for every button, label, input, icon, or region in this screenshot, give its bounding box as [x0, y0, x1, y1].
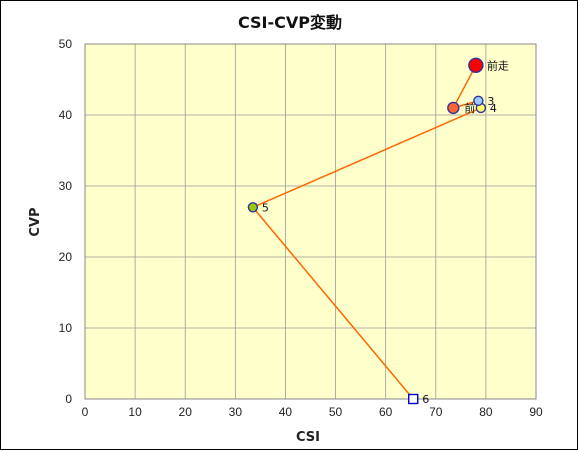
data-markers [247, 57, 487, 405]
y-tick-label: 30 [59, 179, 73, 193]
x-tick-label: 10 [128, 405, 142, 419]
point-label: 6 [422, 393, 429, 406]
x-tick-label: 40 [279, 405, 293, 419]
point-marker-5 [247, 202, 259, 213]
point-marker-前 [447, 101, 460, 115]
x-tick-label: 90 [529, 405, 543, 419]
plot-area [84, 43, 537, 400]
x-tick-label: 80 [479, 405, 493, 419]
x-tick-label: 0 [82, 405, 89, 419]
y-tick-label: 50 [59, 37, 73, 51]
x-tick-label: 70 [429, 405, 443, 419]
y-tick-label: 20 [59, 250, 73, 264]
x-tick-label: 60 [379, 405, 393, 419]
plot-border [84, 43, 537, 400]
point-marker-3 [473, 95, 484, 107]
y-tick-label: 10 [59, 321, 73, 335]
x-axis-label: CSI [296, 430, 320, 445]
y-axis-ticks: 0 10 20 30 40 50 [59, 37, 73, 406]
point-marker-前走 [468, 57, 484, 74]
x-tick-label: 50 [329, 405, 343, 419]
x-tick-label: 20 [179, 405, 193, 419]
y-tick-label: 0 [65, 392, 72, 406]
y-axis-label: CVP [28, 207, 43, 236]
point-label: 5 [262, 201, 269, 214]
plot-background [85, 44, 536, 399]
chart-title: CSI-CVP変動 [238, 13, 342, 32]
y-tick-label: 40 [59, 108, 73, 122]
x-tick-label: 30 [229, 405, 243, 419]
point-label: 前 [464, 101, 475, 115]
x-axis-ticks: 0 10 20 30 40 50 60 70 80 90 [82, 405, 543, 419]
point-marker-6 [408, 393, 419, 405]
point-label: 前走 [487, 58, 509, 72]
point-label: 3 [487, 95, 494, 108]
point-label: 4 [490, 102, 497, 115]
